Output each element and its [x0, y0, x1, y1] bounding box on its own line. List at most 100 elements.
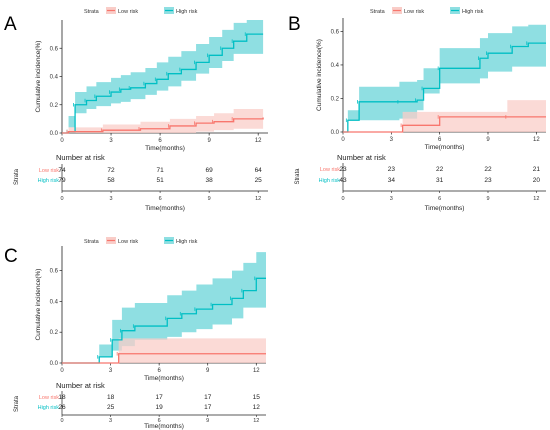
risk-x-axis-title: Time(months) [425, 205, 465, 212]
risk-row-label-high: High risk [38, 405, 60, 411]
risk-value-low: 15 [253, 394, 261, 401]
x-tick-label: 12 [253, 368, 260, 374]
risk-x-tick-label: 3 [390, 196, 393, 202]
risk-x-tick-label: 6 [438, 196, 441, 202]
risk-x-tick-label: 9 [206, 418, 209, 424]
ci-band-low [62, 106, 264, 133]
x-tick-label: 3 [109, 368, 113, 374]
risk-value-high: 25 [255, 177, 263, 184]
ci-band-low [62, 338, 266, 363]
legend: Strata Low risk High risk [84, 7, 198, 15]
y-tick-label: 0.6 [331, 29, 340, 35]
x-tick-label: 6 [157, 368, 161, 374]
risk-value-low: 23 [388, 166, 396, 173]
risk-value-high: 38 [206, 177, 214, 184]
y-tick-label: 0.6 [50, 46, 59, 52]
panel-letter: A [4, 14, 17, 35]
risk-value-low: 64 [255, 167, 263, 174]
risk-x-axis-title: Time(months) [145, 205, 185, 212]
legend-title: Strata [370, 9, 386, 15]
risk-value-low: 21 [533, 166, 541, 173]
x-axis-title: Time(months) [144, 375, 184, 382]
risk-value-high: 17 [204, 404, 212, 411]
risk-x-tick-label: 6 [159, 196, 162, 202]
risk-row-label-high: High risk [319, 178, 341, 184]
panel-letter: B [288, 14, 301, 35]
y-tick-label: 0.4 [50, 299, 59, 305]
risk-value-high: 23 [484, 177, 492, 184]
legend: Strata Low risk High risk [84, 237, 198, 245]
risk-x-tick-label: 3 [109, 418, 112, 424]
risk-x-tick-label: 12 [255, 196, 261, 202]
risk-x-tick-label: 0 [341, 196, 344, 202]
x-tick-label: 3 [390, 137, 394, 143]
legend-label-low: Low risk [404, 9, 424, 15]
risk-value-low: 22 [484, 166, 492, 173]
risk-strata-label: Strata [14, 168, 20, 185]
y-tick-label: 0.2 [50, 103, 59, 109]
risk-strata-label: Strata [14, 395, 20, 412]
risk-x-tick-label: 12 [253, 418, 259, 424]
y-axis-title: Cumulative incidence(%) [316, 39, 323, 111]
risk-row-label-low: Low risk [39, 168, 59, 174]
x-tick-label: 9 [486, 137, 490, 143]
panel-letter: C [4, 246, 18, 267]
risk-strata-label: Strata [295, 168, 301, 185]
legend-label-low: Low risk [118, 9, 138, 15]
risk-table-title: Number at risk [337, 153, 386, 162]
risk-x-tick-label: 0 [60, 196, 63, 202]
risk-x-tick-label: 12 [533, 196, 539, 202]
risk-table-title: Number at risk [56, 153, 105, 162]
x-tick-label: 0 [60, 138, 64, 144]
km-line-high [62, 33, 264, 134]
risk-x-tick-label: 6 [158, 418, 161, 424]
legend-title: Strata [84, 239, 100, 245]
km-line-low [62, 353, 266, 364]
legend-label-high: High risk [176, 9, 198, 15]
risk-value-high: 12 [253, 404, 261, 411]
risk-value-low: 22 [436, 166, 444, 173]
risk-row-label-low: Low risk [320, 167, 340, 173]
x-tick-label: 12 [533, 137, 540, 143]
risk-value-low: 71 [156, 167, 164, 174]
y-tick-label: 0.2 [331, 96, 340, 102]
x-tick-label: 12 [255, 138, 262, 144]
x-tick-label: 0 [341, 137, 345, 143]
legend: Strata Low risk High risk [370, 7, 484, 15]
risk-x-tick-label: 9 [208, 196, 211, 202]
x-tick-label: 9 [206, 368, 210, 374]
risk-value-low: 69 [206, 167, 214, 174]
legend-title: Strata [84, 9, 100, 15]
panel-c: C Strata Low risk High risk 0.0 0.2 0.4 0.6 0 3 6 9… [4, 237, 266, 430]
ci-band-high [343, 24, 546, 132]
risk-row-label-high: High risk [38, 178, 60, 184]
ci-band-high [62, 20, 264, 133]
x-axis-title: Time(months) [145, 145, 185, 152]
risk-x-tick-label: 0 [60, 418, 63, 424]
risk-row-label-low: Low risk [39, 395, 59, 401]
risk-table-title: Number at risk [56, 381, 105, 390]
km-line-low [62, 117, 264, 134]
y-tick-label: 0.0 [50, 361, 59, 367]
x-tick-label: 3 [109, 138, 113, 144]
risk-value-low: 17 [204, 394, 212, 401]
risk-value-high: 58 [107, 177, 115, 184]
risk-value-high: 19 [156, 404, 164, 411]
km-line-high [62, 277, 266, 364]
y-tick-label: 0.4 [50, 75, 59, 81]
risk-value-high: 51 [156, 177, 164, 184]
risk-x-axis-title: Time(months) [144, 423, 184, 430]
ci-band-low [343, 100, 546, 132]
x-tick-label: 6 [158, 138, 162, 144]
y-tick-label: 0.0 [50, 131, 59, 137]
legend-label-low: Low risk [118, 239, 138, 245]
x-tick-label: 0 [60, 368, 64, 374]
legend-label-high: High risk [176, 239, 198, 245]
risk-value-high: 34 [388, 177, 396, 184]
ci-band-high [62, 252, 266, 363]
x-axis-title: Time(months) [425, 144, 465, 151]
panel-b: B Strata Low risk High risk 0.0 0.2 0.4 0.6 0 3 6 9… [288, 7, 546, 212]
km-line-low [343, 116, 546, 133]
risk-value-low: 18 [107, 394, 115, 401]
